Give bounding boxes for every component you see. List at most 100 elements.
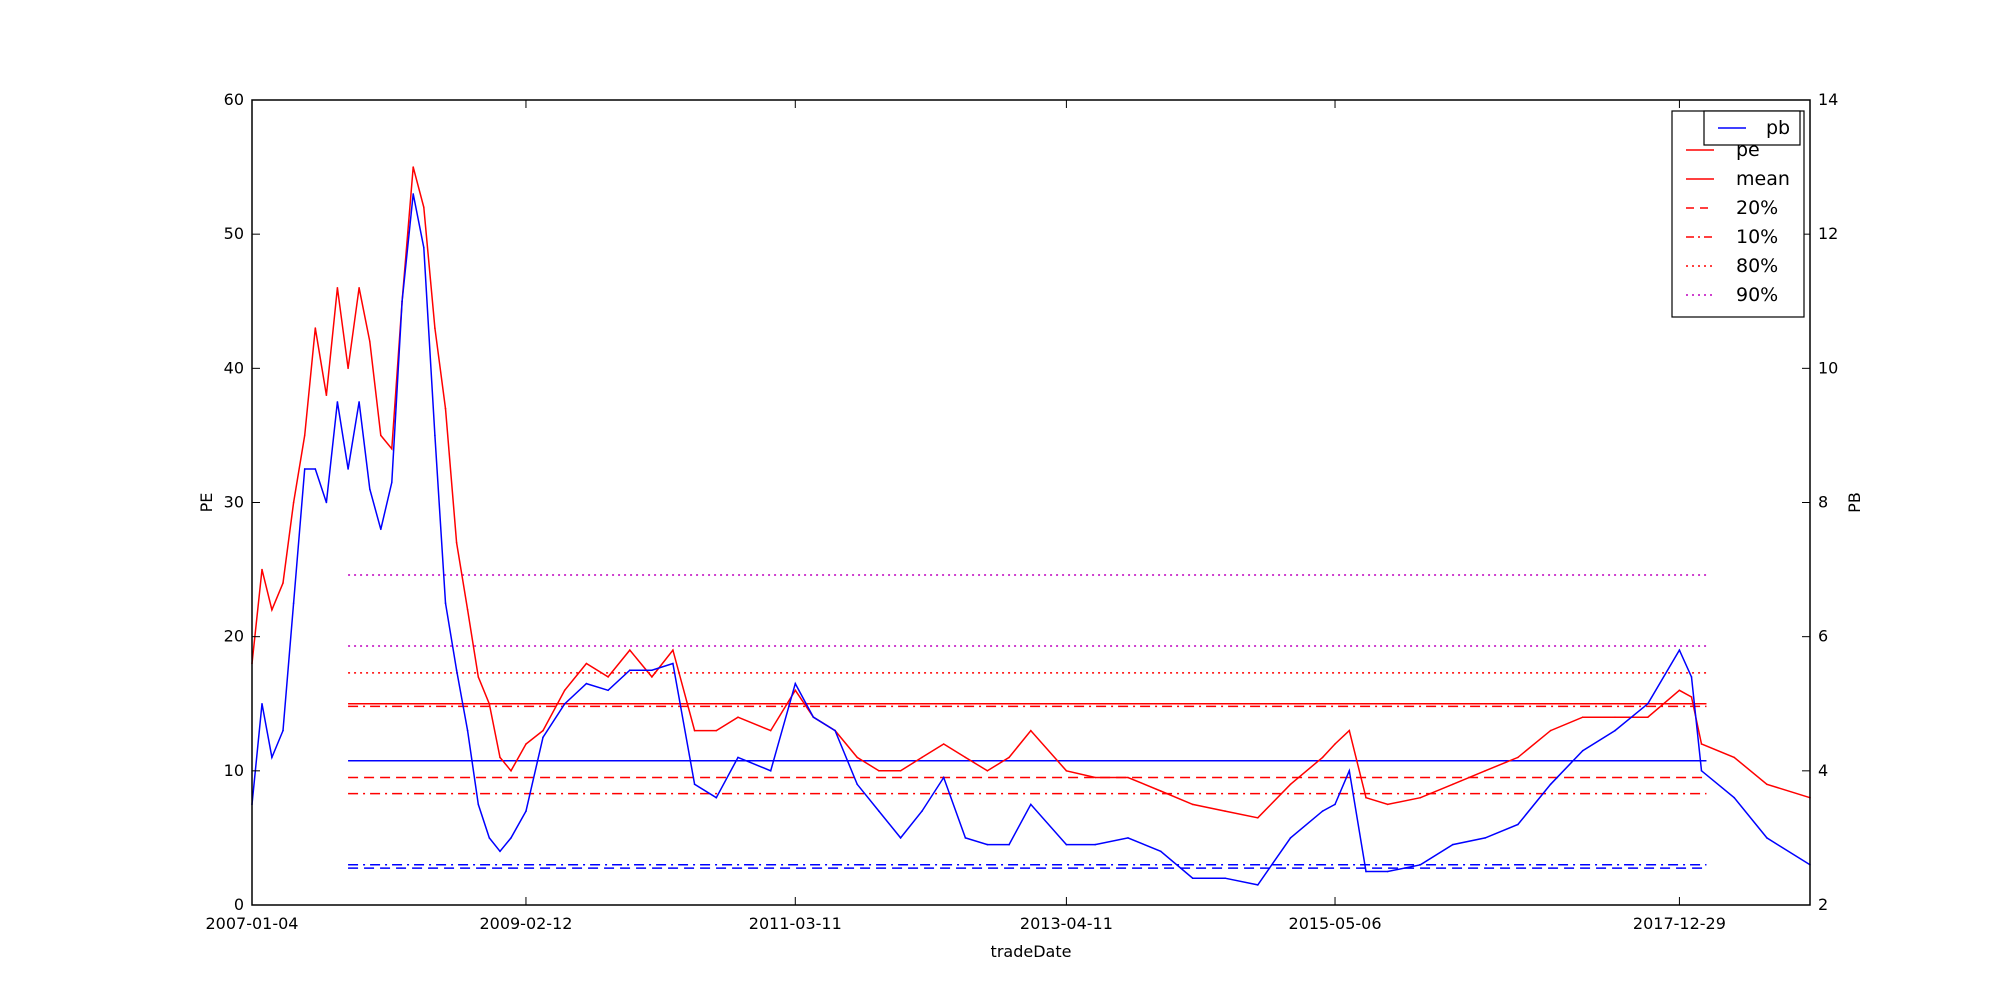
data-point-pb-15 [412,193,415,195]
y-axis-left-label: PE [197,493,216,513]
data-point-pb-58 [1334,803,1336,806]
data-point-pe-26 [542,729,544,732]
data-point-pb-29 [607,689,609,692]
data-point-pe-5 [303,434,306,437]
data-point-pb-62 [1419,864,1422,866]
data-point-pe-67 [1581,716,1584,718]
data-point-pb-61 [1386,870,1389,873]
data-point-pb-63 [1452,843,1454,846]
data-point-pe-51 [1127,776,1129,779]
x-tick-label: 2013-04-11 [1020,914,1113,933]
y-right-tick-label: 4 [1818,761,1828,780]
data-point-pb-35 [737,756,739,759]
series-line-pe [251,166,1811,819]
data-point-pe-18 [444,407,447,410]
data-point-pe-29 [607,676,609,678]
data-point-pb-70 [1678,649,1681,651]
data-point-pe-37 [794,689,797,692]
data-point-pb-66 [1549,783,1552,786]
data-point-pb-11 [369,488,371,490]
data-point-pb-27 [563,703,566,705]
data-point-pe-41 [878,770,880,772]
data-point-pe-57 [1321,756,1324,759]
data-point-pb-8 [336,401,339,403]
data-point-pe-66 [1549,729,1552,732]
data-point-pb-64 [1484,837,1486,839]
data-point-pe-15 [412,166,415,168]
data-point-pb-67 [1581,749,1584,752]
data-point-pe-32 [672,649,674,651]
data-point-pb-18 [444,602,447,604]
data-point-pb-49 [1065,843,1068,846]
data-point-pb-39 [834,729,836,732]
data-point-pe-46 [986,770,989,772]
data-point-pb-68 [1614,729,1616,732]
data-point-pe-6 [314,327,317,329]
data-point-pb-54 [1224,877,1226,879]
y-right-tick-label: 6 [1818,627,1828,646]
y-right-tick-label: 10 [1818,358,1838,377]
data-point-pe-74 [1766,783,1768,786]
data-point-pb-12 [380,528,382,531]
data-point-pb-36 [769,770,772,772]
data-point-pb-55 [1257,884,1259,886]
data-point-pe-53 [1191,803,1194,806]
data-point-pb-2 [271,756,273,759]
data-point-pb-52 [1159,850,1162,853]
y-right-tick-label: 14 [1818,90,1838,109]
data-point-pb-24 [510,837,512,839]
y-right-tick-label: 2 [1818,895,1828,914]
data-point-pe-22 [488,703,491,705]
data-point-pe-68 [1614,716,1616,718]
data-point-pb-42 [899,837,902,839]
y-left-tick-label: 0 [234,895,244,914]
y-left-tick-label: 20 [224,627,244,646]
y-left-tick-label: 60 [224,90,244,109]
data-point-pb-71 [1690,676,1693,678]
data-point-pb-13 [391,481,393,484]
y-left-tick-label: 50 [224,224,244,243]
data-point-pb-48 [1030,803,1032,806]
data-point-pb-40 [856,783,858,786]
data-point-pe-8 [336,287,339,289]
data-point-pb-7 [325,501,328,504]
data-point-pb-37 [794,682,797,685]
data-point-pe-21 [477,676,480,678]
data-point-pb-22 [488,837,491,839]
data-point-pe-60 [1365,796,1367,799]
y-right-tick-label: 12 [1818,224,1838,243]
x-axis-label: tradeDate [991,942,1072,961]
legend-right: pb [1703,110,1801,146]
data-point-pb-3 [282,729,284,732]
y-left-tick-label: 10 [224,761,244,780]
data-point-pe-20 [466,609,469,611]
data-point-pb-56 [1289,837,1292,839]
data-point-pb-59 [1348,770,1351,772]
data-point-pe-30 [629,649,631,651]
data-point-pe-40 [856,756,858,759]
data-point-pb-44 [942,776,945,779]
data-point-pb-23 [499,850,501,853]
data-point-pb-41 [878,810,880,812]
data-point-pb-72 [1700,770,1703,772]
data-point-pe-27 [563,689,566,692]
data-point-pe-11 [369,340,371,343]
legend-label: 80% [1736,255,1778,277]
data-point-pb-30 [629,669,631,671]
data-point-pe-61 [1386,803,1389,806]
data-point-pe-73 [1733,756,1735,759]
data-point-pb-9 [347,468,349,470]
data-point-pb-1 [261,703,263,705]
data-point-pe-33 [693,729,696,732]
data-point-pe-28 [585,662,588,665]
plot-content [251,166,1811,886]
data-point-pe-62 [1419,796,1422,799]
data-point-pb-26 [542,736,544,739]
data-point-pb-20 [466,729,469,732]
data-point-pb-50 [1094,843,1096,846]
x-tick-label: 2009-02-12 [479,914,572,933]
y-axis-right-label: PB [1845,492,1864,513]
data-point-pe-1 [261,568,263,571]
data-point-pb-21 [477,803,480,806]
